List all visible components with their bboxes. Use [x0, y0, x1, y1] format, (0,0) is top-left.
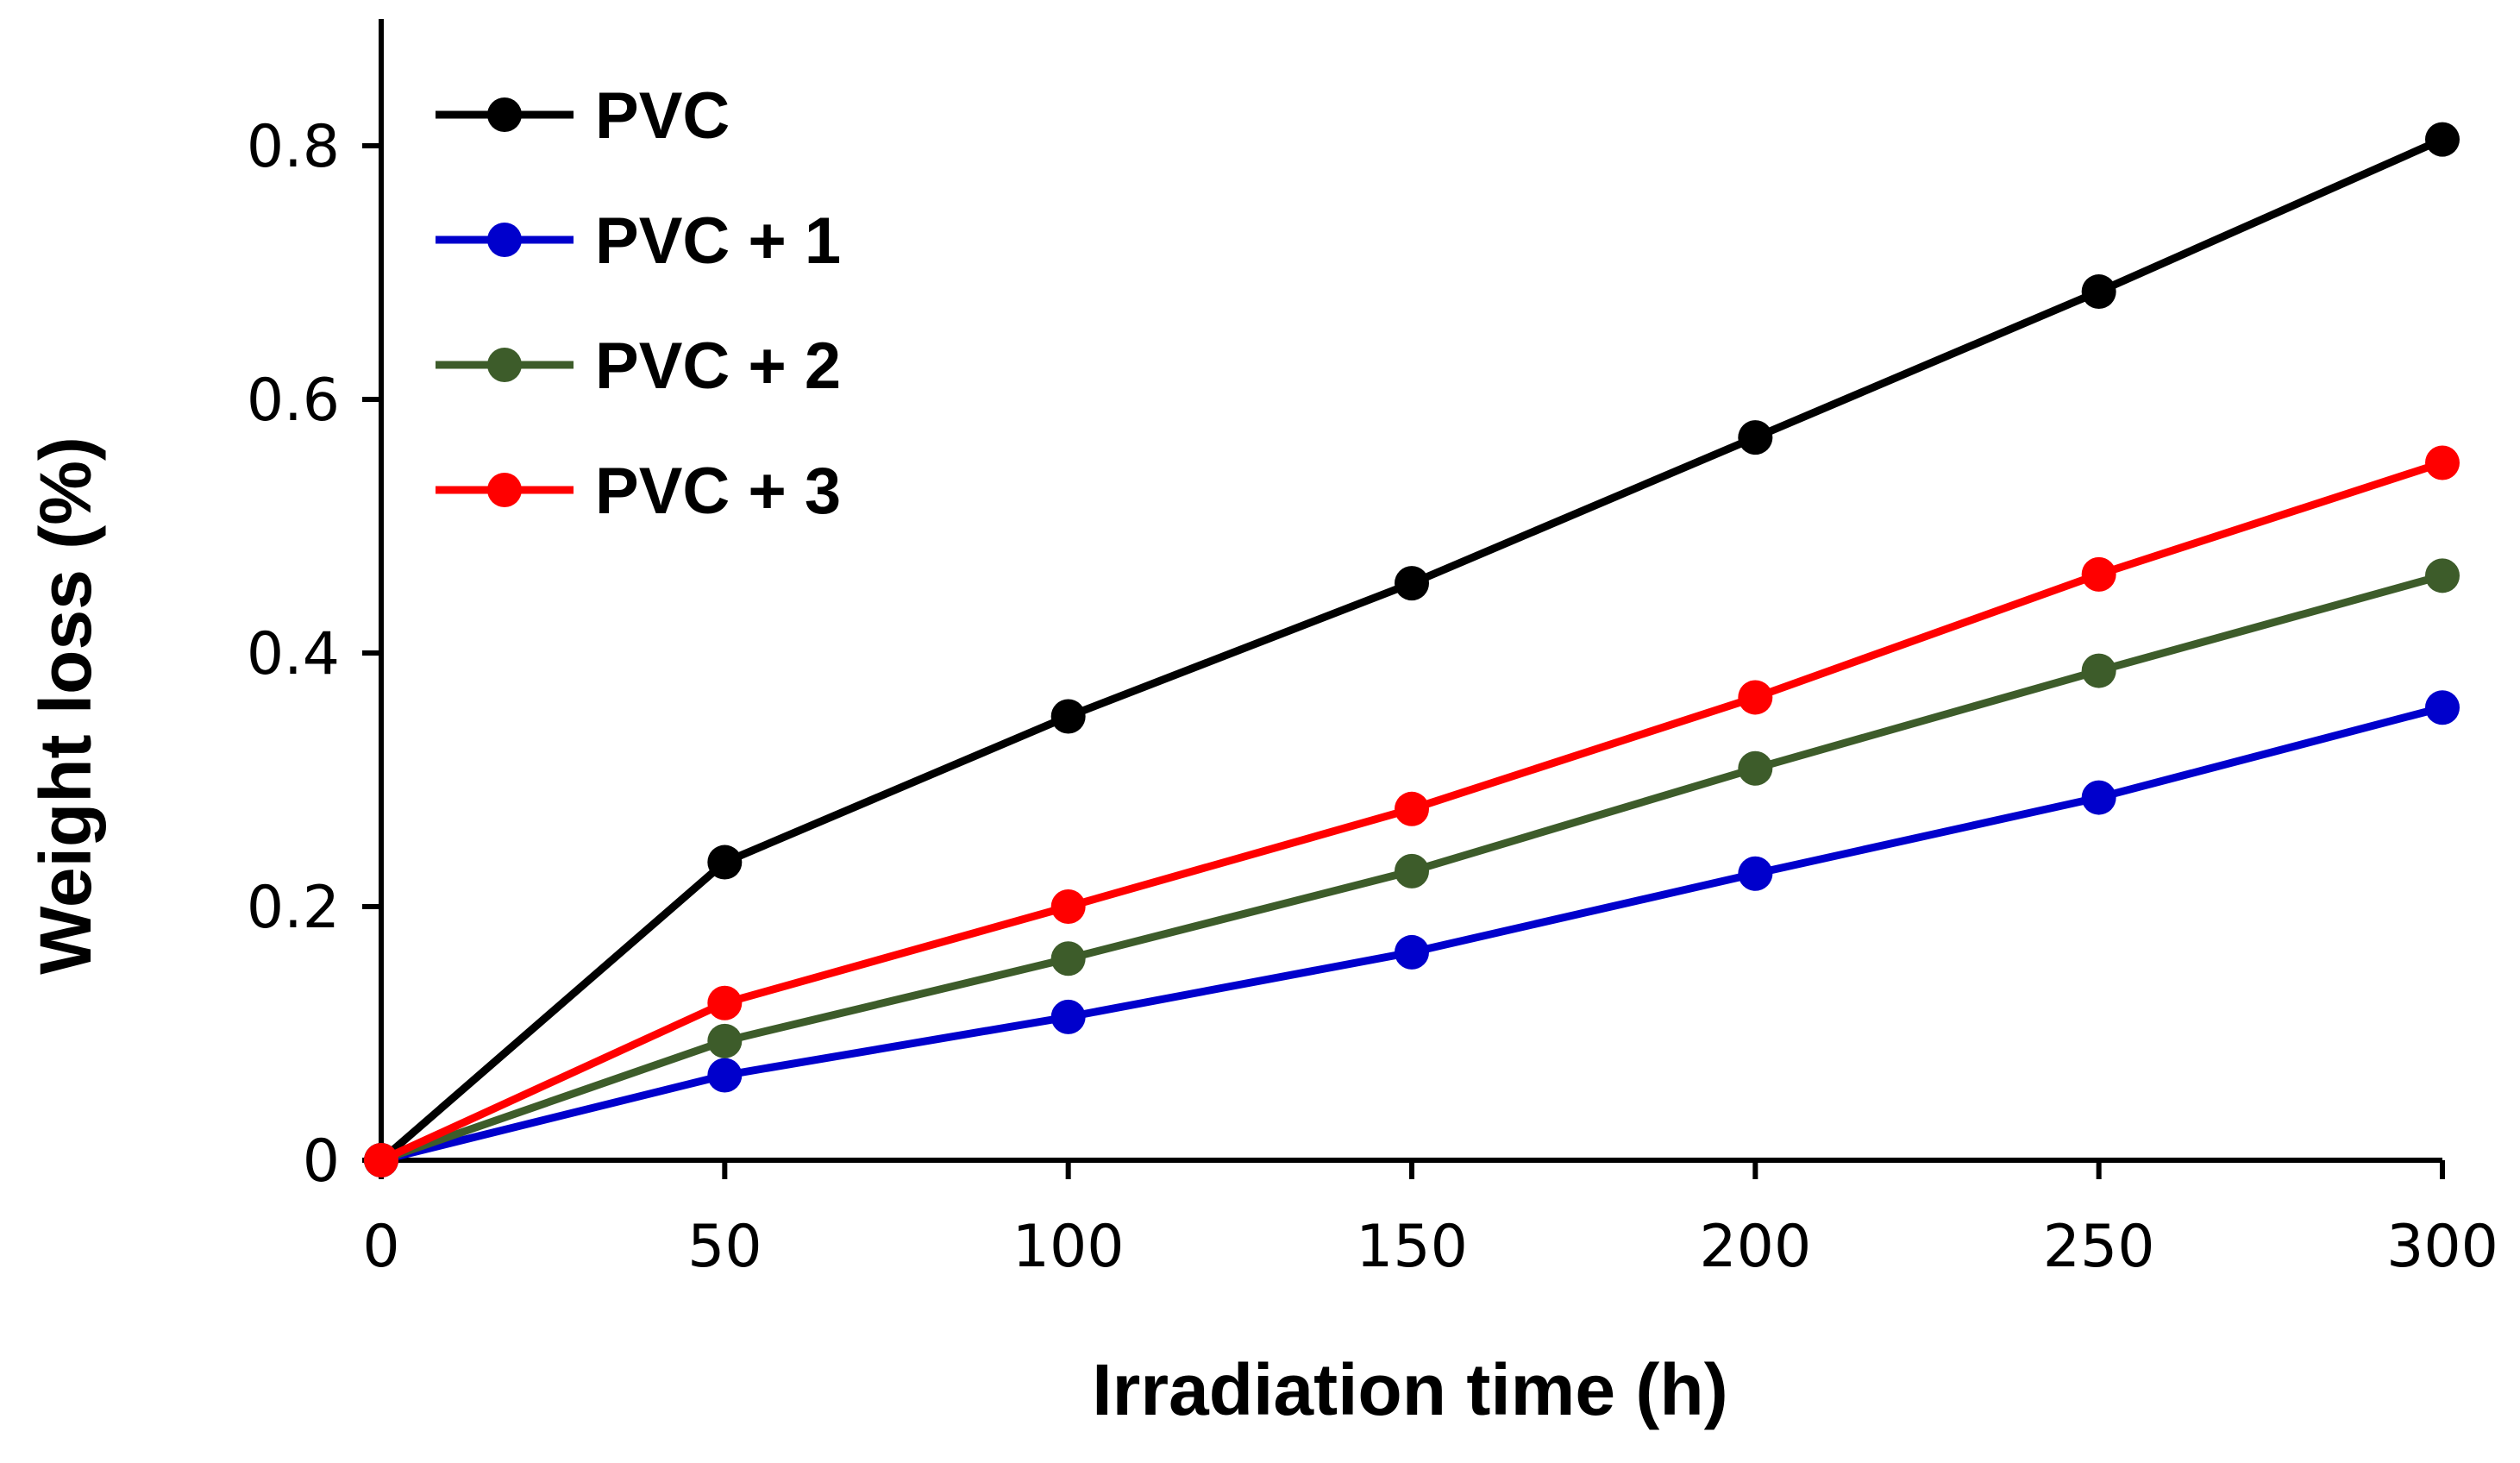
data-point: [2081, 556, 2116, 592]
x-axis-title: Irradiation time (h): [1092, 1349, 1727, 1430]
data-point: [1738, 420, 1773, 455]
legend-item: PVC + 2: [436, 330, 841, 403]
legend-label: PVC + 2: [595, 330, 841, 403]
data-point: [1395, 566, 1429, 601]
series-pvc-3: [364, 445, 2460, 1177]
x-tick-label: 200: [1699, 1213, 1811, 1281]
data-point: [707, 985, 743, 1020]
series-pvc: [364, 122, 2460, 1177]
data-point: [1395, 853, 1429, 888]
data-point: [707, 1058, 743, 1093]
y-tick-label: 0.6: [247, 367, 340, 435]
x-tick-label: 0: [362, 1213, 399, 1281]
legend-label: PVC: [595, 79, 730, 153]
legend-marker: [487, 348, 522, 382]
data-point: [1050, 889, 1086, 924]
data-point: [707, 1023, 743, 1058]
data-point: [2425, 122, 2460, 157]
legend-item: PVC + 3: [436, 455, 841, 528]
data-point: [2425, 445, 2460, 480]
y-axis-title: Weight loss (%): [25, 436, 106, 975]
y-tick-label: 0.8: [247, 113, 340, 181]
legend-label: PVC + 3: [595, 455, 841, 528]
y-tick-label: 0.4: [247, 620, 340, 688]
legend-marker: [487, 223, 522, 257]
y-tick-label: 0: [303, 1127, 340, 1196]
data-point: [2081, 274, 2116, 310]
data-point: [707, 845, 743, 880]
data-point: [1738, 750, 1773, 786]
data-point: [1395, 791, 1429, 826]
data-point: [1050, 941, 1086, 976]
data-point: [1050, 699, 1086, 734]
legend-item: PVC + 1: [436, 204, 841, 278]
data-point: [1050, 999, 1086, 1034]
data-point: [2081, 653, 2116, 688]
legend: PVC PVC + 1 PVC + 2 PVC + 3: [436, 79, 841, 528]
legend-label: PVC + 1: [595, 204, 841, 278]
legend-marker: [487, 97, 522, 132]
series-line: [379, 703, 2444, 1165]
data-point: [2081, 780, 2116, 815]
data-point: [1738, 856, 1773, 891]
data-point: [2425, 690, 2460, 725]
data-point: [1738, 680, 1773, 715]
x-tick-label: 100: [1012, 1213, 1125, 1281]
x-tick-label: 50: [687, 1213, 762, 1281]
series-pvc-1: [364, 690, 2460, 1177]
series-line: [379, 135, 2444, 1164]
y-tick-label: 0.2: [247, 874, 340, 942]
x-tick-label: 250: [2043, 1213, 2155, 1281]
data-series: [364, 122, 2460, 1177]
x-tick-label: 300: [2386, 1213, 2498, 1281]
data-point: [364, 1143, 398, 1177]
data-point: [2425, 558, 2460, 593]
legend-item: PVC: [436, 79, 730, 153]
x-tick-label: 150: [1356, 1213, 1468, 1281]
series-pvc-2: [364, 558, 2460, 1177]
legend-marker: [487, 473, 522, 507]
data-point: [1395, 934, 1429, 970]
